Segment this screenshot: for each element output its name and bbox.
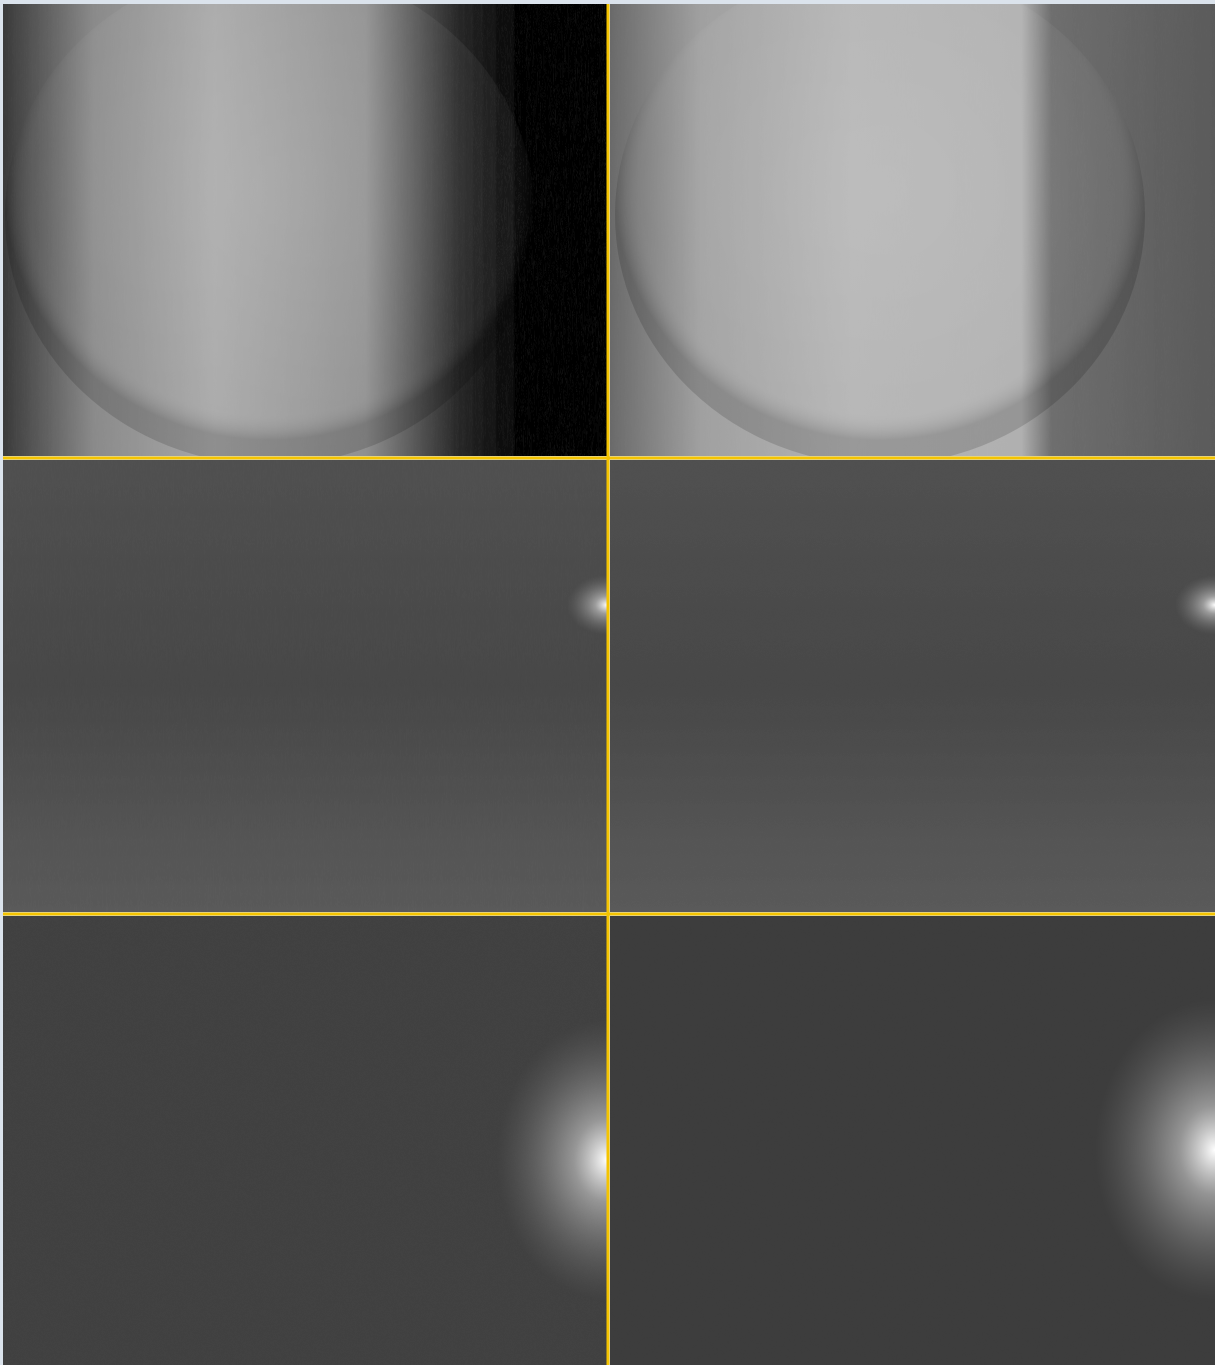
panel-image bbox=[610, 460, 1215, 912]
panel-middle-left bbox=[3, 460, 647, 912]
divider-horizontal bbox=[3, 913, 1215, 916]
divider-horizontal bbox=[3, 457, 1215, 460]
page: (() => { const data = JSON.parse(documen… bbox=[0, 0, 1215, 1365]
panel-bottom-right bbox=[610, 916, 1215, 1365]
panel-top-right bbox=[610, 0, 1215, 465]
panel-image bbox=[3, 460, 607, 912]
panel-top-left bbox=[3, 0, 607, 465]
panel-middle-right bbox=[610, 460, 1215, 912]
divider-vertical bbox=[607, 4, 610, 1365]
image-grid bbox=[0, 0, 1215, 1365]
